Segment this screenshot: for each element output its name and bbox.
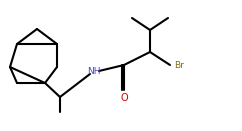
- Text: NH: NH: [87, 67, 101, 77]
- Text: O: O: [120, 93, 128, 103]
- Text: Br: Br: [174, 61, 184, 70]
